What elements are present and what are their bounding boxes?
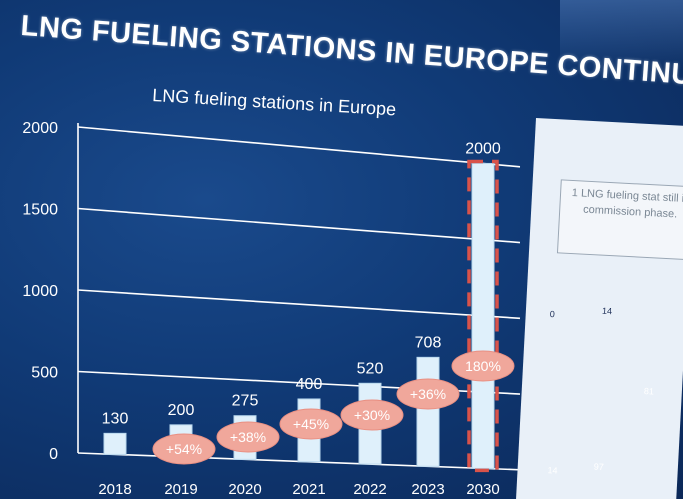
bar-value-label: 400 — [296, 376, 323, 393]
bar-value-label: 708 — [415, 334, 442, 351]
map-label: 14 — [547, 465, 558, 476]
gridlines — [77, 126, 521, 471]
y-tick-label: 0 — [49, 446, 58, 463]
growth-bubble — [451, 350, 515, 382]
y-tick-label: 500 — [31, 365, 58, 382]
growth-bubbles: +54% +38% +45% +30% +36% 180% — [152, 350, 515, 465]
growth-bubble — [152, 433, 216, 465]
growth-bubble — [216, 421, 280, 453]
growth-bubble — [279, 408, 343, 440]
growth-label: +36% — [410, 386, 446, 402]
gridline — [77, 207, 521, 244]
chart-title: LNG fueling stations in Europe — [152, 85, 397, 119]
x-tick-label: 2019 — [164, 481, 197, 498]
x-tick-label: 2021 — [292, 481, 325, 498]
map-label: 97 — [593, 461, 605, 473]
bar — [416, 356, 440, 467]
y-tick-label: 1500 — [22, 202, 58, 219]
map-label: 81 — [643, 386, 655, 397]
growth-bubble — [396, 378, 460, 410]
y-tick-label: 2000 — [22, 120, 58, 137]
x-tick-label: 2020 — [228, 481, 261, 498]
growth-bubble — [340, 399, 404, 431]
growth-label: 180% — [465, 358, 501, 374]
tick-labels: 0 500 1000 1500 2000 2018 2019 2020 2021 2022 2023… — [22, 120, 499, 498]
map-label: 0 — [549, 308, 556, 320]
growth-label: +45% — [293, 416, 329, 432]
x-tick-label: 2023 — [411, 481, 444, 498]
bar-value-label: 520 — [357, 360, 384, 377]
value-labels: 130 200 275 400 520 708 2000 — [102, 140, 501, 427]
bar-value-label: 130 — [102, 410, 129, 427]
x-tick-label: 2018 — [98, 481, 131, 498]
map-note: 1 LNG fueling stat still in commission p… — [556, 179, 683, 261]
x-tick-label: 2022 — [353, 481, 386, 498]
bar-value-label: 200 — [168, 402, 195, 419]
x-tick-label: 2030 — [466, 481, 499, 498]
map-label: 14 — [601, 305, 613, 317]
y-tick-label: 1000 — [22, 283, 58, 300]
forecast-highlight-outline — [467, 159, 499, 473]
growth-label: +54% — [166, 441, 202, 457]
bar — [471, 162, 495, 469]
bar — [103, 432, 127, 455]
bar-value-label: 2000 — [465, 140, 501, 157]
gridline — [77, 289, 521, 320]
growth-label: +38% — [230, 429, 266, 445]
map-panel: 1 LNG fueling stat still in commission p… — [515, 118, 683, 499]
bar-value-label: 275 — [232, 393, 259, 410]
screen-glare — [560, 0, 683, 70]
growth-label: +30% — [354, 407, 390, 423]
gridline — [77, 126, 521, 168]
